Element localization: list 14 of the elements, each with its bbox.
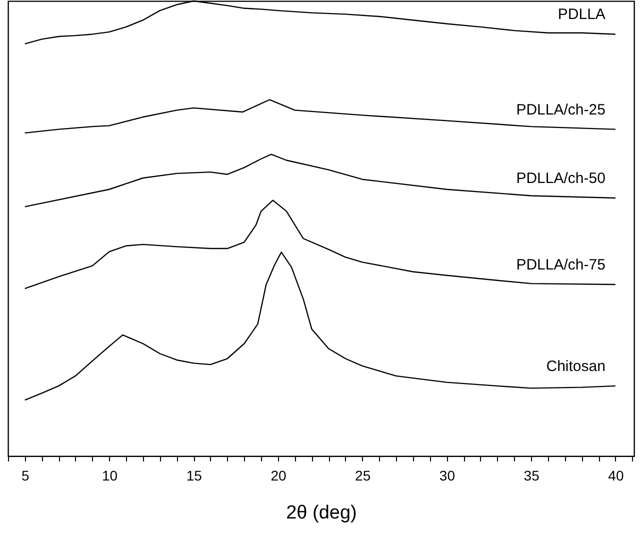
series-label: PDLLA/ch-25 [516, 101, 606, 118]
series-label: Chitosan [546, 358, 606, 375]
x-tick-label: 30 [439, 468, 456, 484]
series-label: PDLLA [558, 6, 606, 24]
x-tick-label: 15 [186, 468, 202, 484]
series-label: PDLLA/ch-50 [516, 170, 606, 188]
x-tick-label: 5 [21, 468, 30, 484]
x-tick-label: 20 [270, 468, 286, 484]
x-axis-title: 2θ (deg) [286, 502, 357, 524]
x-tick-label: 35 [524, 468, 540, 484]
x-tick-label: 10 [102, 468, 118, 484]
x-tick-label: 25 [355, 468, 371, 484]
x-tick-label: 40 [608, 468, 624, 484]
series-label: PDLLA/ch-75 [516, 256, 606, 274]
